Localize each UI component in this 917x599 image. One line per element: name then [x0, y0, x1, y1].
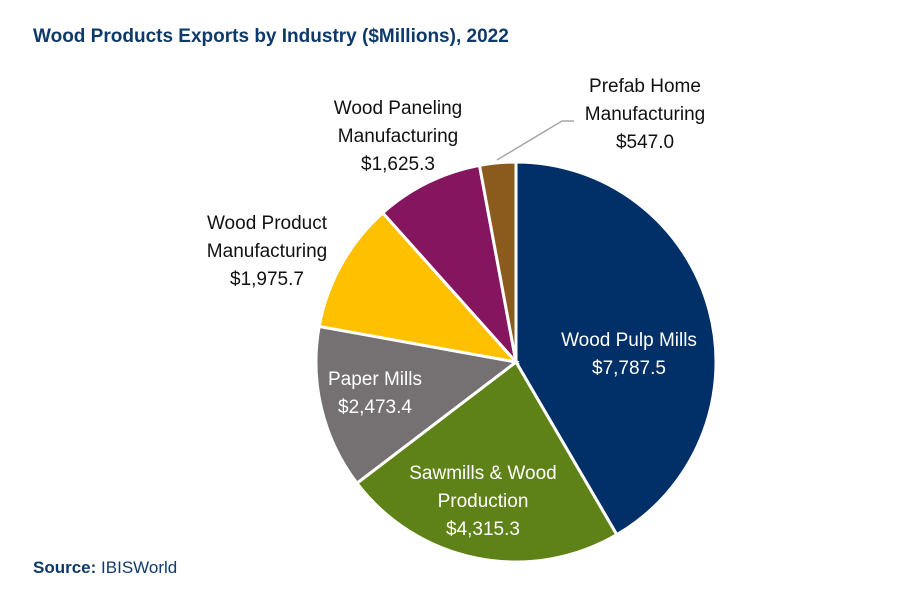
data-label: $1,625.3	[361, 154, 435, 175]
slice-label: Manufacturing	[207, 241, 327, 262]
source-note: Source: IBISWorld	[33, 558, 177, 578]
slice-label: Wood Product	[207, 213, 328, 234]
pie-slice	[354, 359, 619, 564]
data-label: $7,787.5	[592, 358, 666, 379]
slice-label: Prefab Home	[589, 76, 701, 97]
chart-title: Wood Products Exports by Industry ($Mill…	[33, 26, 509, 47]
slice-label: Production	[438, 491, 529, 512]
data-label: $547.0	[616, 132, 674, 153]
slice-label: Manufacturing	[585, 104, 705, 125]
data-label: $4,315.3	[446, 519, 520, 540]
pie-slice	[317, 210, 521, 365]
slice-label: Manufacturing	[338, 126, 458, 147]
source-label: Source:	[33, 558, 97, 577]
pie-slice	[477, 160, 518, 363]
slice-label: Wood Paneling	[334, 98, 463, 119]
slice-label: Paper Mills	[328, 369, 422, 390]
source-value: IBISWorld	[101, 558, 178, 577]
pie-slice	[380, 163, 519, 367]
leader-line	[496, 120, 574, 161]
data-label: $2,473.4	[338, 397, 412, 418]
slice-label: Sawmills & Wood	[409, 463, 556, 484]
pie-slice	[314, 324, 520, 486]
slice-label: Wood Pulp Mills	[561, 330, 697, 351]
pie-slice	[514, 160, 718, 537]
data-label: $1,975.7	[230, 269, 304, 290]
